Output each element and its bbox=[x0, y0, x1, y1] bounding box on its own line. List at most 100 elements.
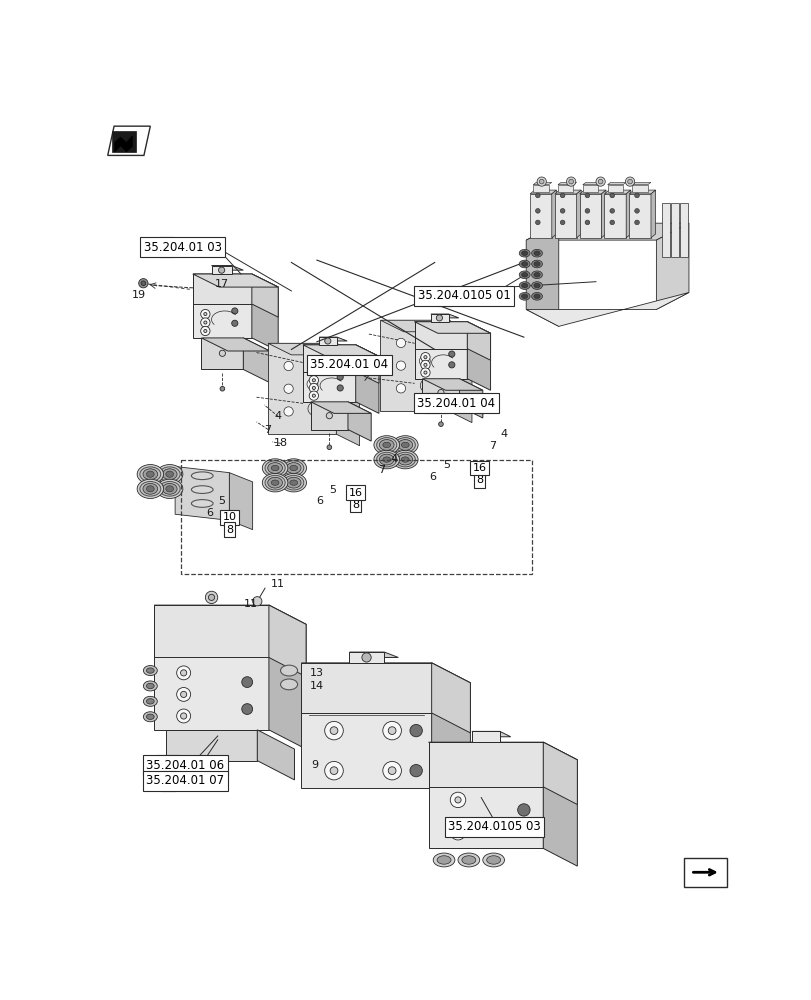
Circle shape bbox=[634, 220, 638, 225]
Polygon shape bbox=[301, 663, 470, 683]
Circle shape bbox=[220, 386, 225, 391]
Text: 15: 15 bbox=[322, 358, 337, 371]
Ellipse shape bbox=[268, 463, 282, 473]
Ellipse shape bbox=[143, 469, 157, 480]
Circle shape bbox=[396, 384, 406, 393]
Circle shape bbox=[423, 356, 427, 359]
Polygon shape bbox=[355, 345, 379, 383]
Text: 16: 16 bbox=[472, 463, 486, 473]
Ellipse shape bbox=[191, 500, 212, 507]
Ellipse shape bbox=[518, 271, 530, 279]
Text: 11: 11 bbox=[271, 579, 285, 589]
Polygon shape bbox=[459, 379, 483, 418]
Polygon shape bbox=[603, 190, 630, 194]
Circle shape bbox=[284, 361, 293, 371]
Polygon shape bbox=[661, 203, 669, 257]
Ellipse shape bbox=[191, 472, 212, 480]
Ellipse shape bbox=[521, 262, 527, 266]
Circle shape bbox=[420, 368, 430, 377]
Polygon shape bbox=[251, 274, 278, 351]
Ellipse shape bbox=[486, 856, 500, 864]
Polygon shape bbox=[629, 190, 654, 194]
Circle shape bbox=[200, 326, 210, 336]
Polygon shape bbox=[554, 194, 576, 238]
Polygon shape bbox=[543, 742, 577, 866]
Polygon shape bbox=[319, 337, 337, 345]
Text: 7: 7 bbox=[378, 465, 385, 475]
Polygon shape bbox=[530, 194, 551, 238]
Circle shape bbox=[312, 379, 315, 382]
Circle shape bbox=[539, 179, 543, 184]
Ellipse shape bbox=[264, 475, 285, 490]
Polygon shape bbox=[380, 320, 448, 411]
Polygon shape bbox=[154, 605, 268, 657]
Ellipse shape bbox=[137, 479, 163, 498]
Text: 35.204.01 04: 35.204.01 04 bbox=[417, 397, 495, 410]
Text: 7: 7 bbox=[489, 441, 496, 451]
Text: 12: 12 bbox=[161, 759, 175, 772]
Polygon shape bbox=[154, 605, 268, 730]
Ellipse shape bbox=[397, 454, 412, 465]
Circle shape bbox=[218, 267, 225, 273]
Circle shape bbox=[419, 356, 430, 366]
Circle shape bbox=[388, 727, 396, 734]
Polygon shape bbox=[551, 190, 556, 238]
Text: 19: 19 bbox=[131, 290, 146, 300]
Polygon shape bbox=[229, 473, 252, 530]
Circle shape bbox=[388, 767, 396, 774]
Ellipse shape bbox=[531, 292, 542, 300]
Ellipse shape bbox=[518, 249, 530, 257]
Ellipse shape bbox=[159, 482, 180, 496]
Polygon shape bbox=[526, 292, 688, 326]
Polygon shape bbox=[112, 131, 135, 152]
Circle shape bbox=[309, 376, 318, 385]
Text: 15: 15 bbox=[428, 397, 443, 410]
Circle shape bbox=[180, 713, 187, 719]
Text: 35.204.01 07: 35.204.01 07 bbox=[146, 774, 224, 787]
Ellipse shape bbox=[286, 477, 301, 488]
Text: 5: 5 bbox=[218, 496, 225, 506]
Polygon shape bbox=[632, 185, 647, 192]
Circle shape bbox=[252, 597, 262, 606]
Ellipse shape bbox=[521, 294, 527, 299]
Ellipse shape bbox=[521, 272, 527, 277]
Circle shape bbox=[177, 709, 191, 723]
Circle shape bbox=[382, 721, 401, 740]
Circle shape bbox=[436, 315, 442, 321]
Ellipse shape bbox=[518, 292, 530, 300]
Text: 8: 8 bbox=[225, 525, 233, 535]
Circle shape bbox=[396, 338, 406, 348]
Circle shape bbox=[284, 384, 293, 393]
Polygon shape bbox=[471, 731, 510, 737]
Polygon shape bbox=[543, 742, 577, 805]
Polygon shape bbox=[243, 338, 269, 383]
Circle shape bbox=[362, 653, 371, 662]
Circle shape bbox=[423, 363, 427, 366]
Circle shape bbox=[307, 379, 317, 390]
Polygon shape bbox=[431, 314, 458, 318]
Ellipse shape bbox=[268, 477, 282, 488]
Text: 35.204.01 04: 35.204.01 04 bbox=[310, 358, 388, 371]
Ellipse shape bbox=[392, 450, 418, 469]
Polygon shape bbox=[607, 182, 625, 185]
Polygon shape bbox=[257, 730, 294, 780]
Circle shape bbox=[204, 321, 207, 324]
Polygon shape bbox=[193, 274, 251, 304]
Circle shape bbox=[534, 220, 539, 225]
Polygon shape bbox=[268, 343, 359, 355]
Polygon shape bbox=[165, 730, 257, 761]
Polygon shape bbox=[557, 182, 576, 185]
Ellipse shape bbox=[534, 283, 539, 288]
Circle shape bbox=[560, 209, 564, 213]
Circle shape bbox=[627, 179, 632, 184]
Circle shape bbox=[284, 407, 293, 416]
Polygon shape bbox=[576, 190, 581, 238]
Ellipse shape bbox=[534, 294, 539, 299]
Text: 6: 6 bbox=[429, 472, 436, 482]
Polygon shape bbox=[557, 185, 573, 192]
Circle shape bbox=[330, 767, 337, 774]
Polygon shape bbox=[108, 126, 150, 155]
Ellipse shape bbox=[146, 471, 154, 477]
Polygon shape bbox=[301, 663, 431, 713]
Polygon shape bbox=[193, 274, 278, 287]
